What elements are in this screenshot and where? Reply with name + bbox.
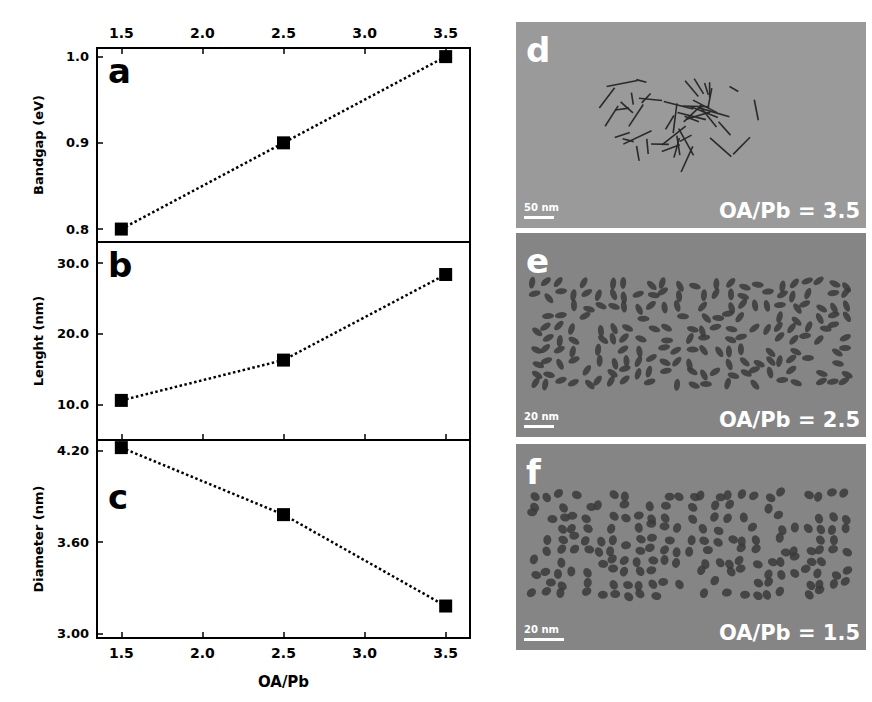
svg-text:1.5: 1.5: [109, 645, 134, 661]
svg-text:a: a: [108, 51, 131, 91]
svg-text:Lenght (nm): Lenght (nm): [31, 296, 46, 386]
svg-text:f: f: [526, 452, 542, 492]
svg-text:2.5: 2.5: [271, 25, 296, 41]
svg-text:20.0: 20.0: [57, 326, 89, 341]
svg-text:OA/Pb = 2.5: OA/Pb = 2.5: [719, 408, 860, 432]
svg-text:0.9: 0.9: [66, 135, 89, 150]
svg-text:2.5: 2.5: [271, 645, 296, 661]
svg-text:3.5: 3.5: [433, 645, 458, 661]
svg-text:3.60: 3.60: [57, 535, 89, 550]
svg-text:3.5: 3.5: [433, 25, 458, 41]
svg-text:1.5: 1.5: [109, 25, 134, 41]
svg-text:10.0: 10.0: [57, 397, 89, 412]
svg-text:OA/Pb: OA/Pb: [258, 673, 309, 691]
svg-text:3.00: 3.00: [57, 626, 89, 641]
svg-text:d: d: [526, 30, 550, 70]
svg-text:3.0: 3.0: [352, 25, 377, 41]
svg-text:0.8: 0.8: [66, 222, 89, 237]
svg-text:30.0: 30.0: [57, 256, 89, 271]
svg-text:OA/Pb = 3.5: OA/Pb = 3.5: [719, 199, 860, 223]
svg-text:20 nm: 20 nm: [524, 624, 559, 635]
svg-text:e: e: [526, 241, 549, 281]
svg-text:Diameter (nm): Diameter (nm): [31, 485, 46, 592]
svg-text:2.0: 2.0: [190, 25, 215, 41]
svg-text:1.0: 1.0: [66, 49, 89, 64]
svg-text:4.20: 4.20: [57, 443, 89, 458]
svg-text:c: c: [108, 477, 128, 517]
svg-text:2.0: 2.0: [190, 645, 215, 661]
svg-text:OA/Pb = 1.5: OA/Pb = 1.5: [719, 621, 860, 645]
svg-text:Bandgap (eV): Bandgap (eV): [31, 95, 46, 195]
svg-text:b: b: [108, 245, 132, 285]
svg-text:20 nm: 20 nm: [524, 411, 559, 422]
svg-text:50 nm: 50 nm: [524, 202, 559, 213]
svg-text:3.0: 3.0: [352, 645, 377, 661]
